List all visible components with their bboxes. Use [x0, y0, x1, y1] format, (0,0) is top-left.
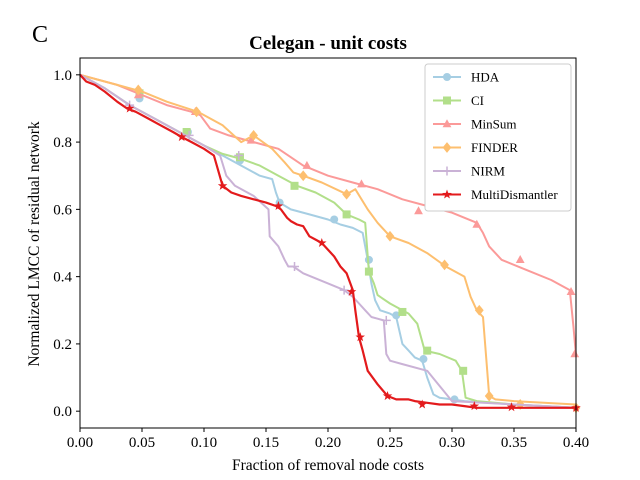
- data-point-ci: [423, 346, 432, 355]
- data-point-minsum: [246, 135, 256, 144]
- data-point-multidismantler: [317, 238, 327, 248]
- legend-item-ci: CI: [433, 93, 484, 108]
- data-point-minsum: [414, 206, 423, 215]
- legend-marker-finder: [442, 142, 452, 153]
- data-point-nirm: [339, 285, 349, 295]
- series-layer: [79, 73, 581, 414]
- legend-label-hda: HDA: [471, 70, 500, 85]
- data-point-multidismantler: [382, 391, 393, 401]
- data-point-minsum: [472, 219, 482, 228]
- legend-label-nirm: NIRM: [471, 164, 505, 179]
- series-finder: [79, 73, 581, 414]
- legend-label-multidismantler: MultiDismantler: [471, 187, 558, 202]
- legend-frame: [424, 63, 572, 212]
- data-point-ci: [364, 267, 373, 276]
- data-point-multidismantler: [217, 180, 228, 190]
- data-point-multidismantler: [417, 399, 427, 409]
- x-tick-label: 0.25: [377, 435, 403, 451]
- x-tick-label: 0.15: [253, 435, 279, 451]
- data-point-nirm: [234, 151, 244, 161]
- x-tick-label: 0.20: [315, 435, 341, 451]
- y-tick-label: 0.4: [53, 270, 72, 286]
- data-point-finder: [192, 106, 201, 118]
- y-tick-label: 0.8: [53, 135, 72, 151]
- x-tick-label: 0.05: [129, 435, 155, 451]
- y-tick-label: 0.0: [53, 404, 72, 420]
- legend-item-minsum: MinSum: [433, 117, 517, 132]
- legend-label-finder: FINDER: [471, 140, 518, 155]
- data-point-finder: [385, 230, 395, 242]
- data-point-multidismantler: [124, 103, 135, 113]
- legend-marker-nirm: [442, 166, 452, 176]
- data-point-finder: [249, 129, 258, 141]
- x-axis-label: Fraction of removal node costs: [232, 457, 424, 474]
- legend-item-hda: HDA: [433, 70, 500, 85]
- data-point-finder: [298, 170, 308, 182]
- series-multidismantler: [79, 74, 581, 412]
- data-point-nirm: [381, 315, 391, 325]
- data-point-hda: [330, 215, 339, 224]
- data-point-ci: [235, 153, 244, 162]
- x-tick-label: 0.10: [191, 435, 217, 451]
- legend-item-nirm: NIRM: [433, 164, 505, 179]
- series-line-multidismantler: [79, 74, 576, 409]
- data-point-multidismantler: [273, 201, 284, 211]
- data-point-minsum: [515, 255, 525, 264]
- ticks-layer: 0.00 0.05 0.10 0.15 0.20 0.25 0.30 0.35 0.40 0.0 0…: [53, 68, 589, 451]
- panel-label: C: [32, 22, 48, 48]
- data-point-ci: [290, 181, 299, 190]
- x-tick-label: 0.00: [67, 435, 93, 451]
- legend-label-ci: CI: [471, 93, 484, 108]
- data-point-hda: [419, 355, 428, 364]
- data-point-finder: [342, 188, 351, 200]
- data-point-ci: [342, 210, 351, 219]
- data-point-nirm: [184, 130, 194, 140]
- data-point-ci: [398, 307, 407, 316]
- series-nirm: [79, 73, 577, 409]
- data-point-hda: [392, 311, 401, 320]
- data-point-nirm: [290, 262, 300, 272]
- x-tick-label: 0.35: [501, 435, 527, 451]
- legend-marker-minsum: [442, 119, 452, 128]
- data-point-finder: [474, 304, 484, 316]
- data-point-ci: [182, 128, 191, 136]
- data-point-multidismantler: [346, 286, 357, 296]
- legend-item-finder: FINDER: [433, 140, 518, 155]
- data-point-finder: [133, 84, 143, 96]
- data-point-multidismantler: [506, 402, 517, 412]
- y-tick-label: 1.0: [53, 68, 72, 84]
- legend-marker-multidismantler: [442, 189, 452, 199]
- data-point-finder: [440, 259, 449, 271]
- data-point-finder: [484, 390, 494, 402]
- legend-item-multidismantler: MultiDismantler: [433, 187, 558, 202]
- legend-label-minsum: MinSum: [471, 117, 517, 132]
- y-tick-label: 0.2: [53, 337, 72, 353]
- data-point-multidismantler: [176, 132, 187, 142]
- chart-title: Celegan - unit costs: [249, 33, 407, 54]
- data-point-minsum: [566, 286, 576, 295]
- y-axis-label: Normalized LMCC of residual network: [26, 121, 43, 367]
- x-tick-label: 0.40: [563, 435, 589, 451]
- legend-marker-hda: [443, 73, 451, 81]
- legend-marker-ci: [443, 96, 451, 105]
- y-tick-label: 0.6: [53, 202, 72, 218]
- data-point-ci: [459, 366, 468, 375]
- legend: HDA CI MinSum FINDER NIRM MultiDismantler: [424, 63, 572, 212]
- data-point-minsum: [570, 349, 580, 358]
- data-point-multidismantler: [355, 332, 365, 342]
- data-point-minsum: [302, 160, 312, 169]
- data-point-multidismantler: [469, 401, 480, 411]
- x-tick-label: 0.30: [439, 435, 465, 451]
- data-point-minsum: [357, 179, 366, 188]
